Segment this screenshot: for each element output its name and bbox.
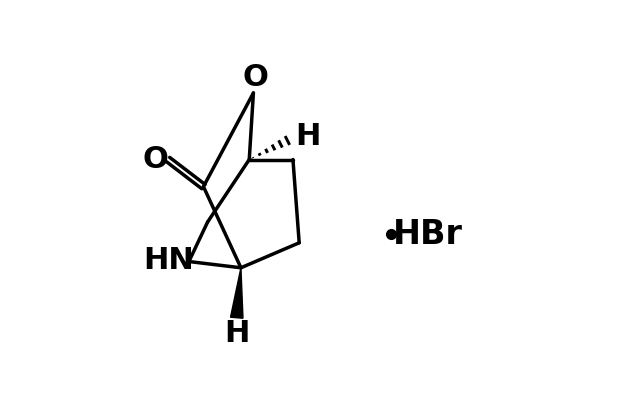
Text: H: H [296, 122, 321, 151]
Text: HBr: HBr [394, 218, 463, 251]
Polygon shape [230, 268, 243, 318]
Text: H: H [224, 319, 250, 348]
Text: O: O [143, 145, 168, 174]
Text: HN: HN [143, 246, 195, 275]
Text: O: O [243, 63, 268, 92]
